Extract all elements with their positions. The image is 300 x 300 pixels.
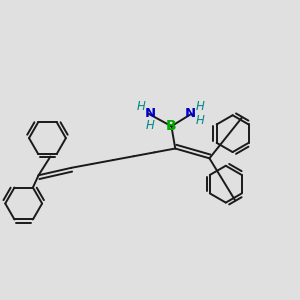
Text: N: N <box>144 107 156 120</box>
Text: H: H <box>136 100 146 113</box>
Text: H: H <box>196 114 204 127</box>
Text: H: H <box>196 100 204 113</box>
Text: H: H <box>146 118 154 131</box>
Text: N: N <box>184 107 196 120</box>
Text: B: B <box>166 119 177 133</box>
